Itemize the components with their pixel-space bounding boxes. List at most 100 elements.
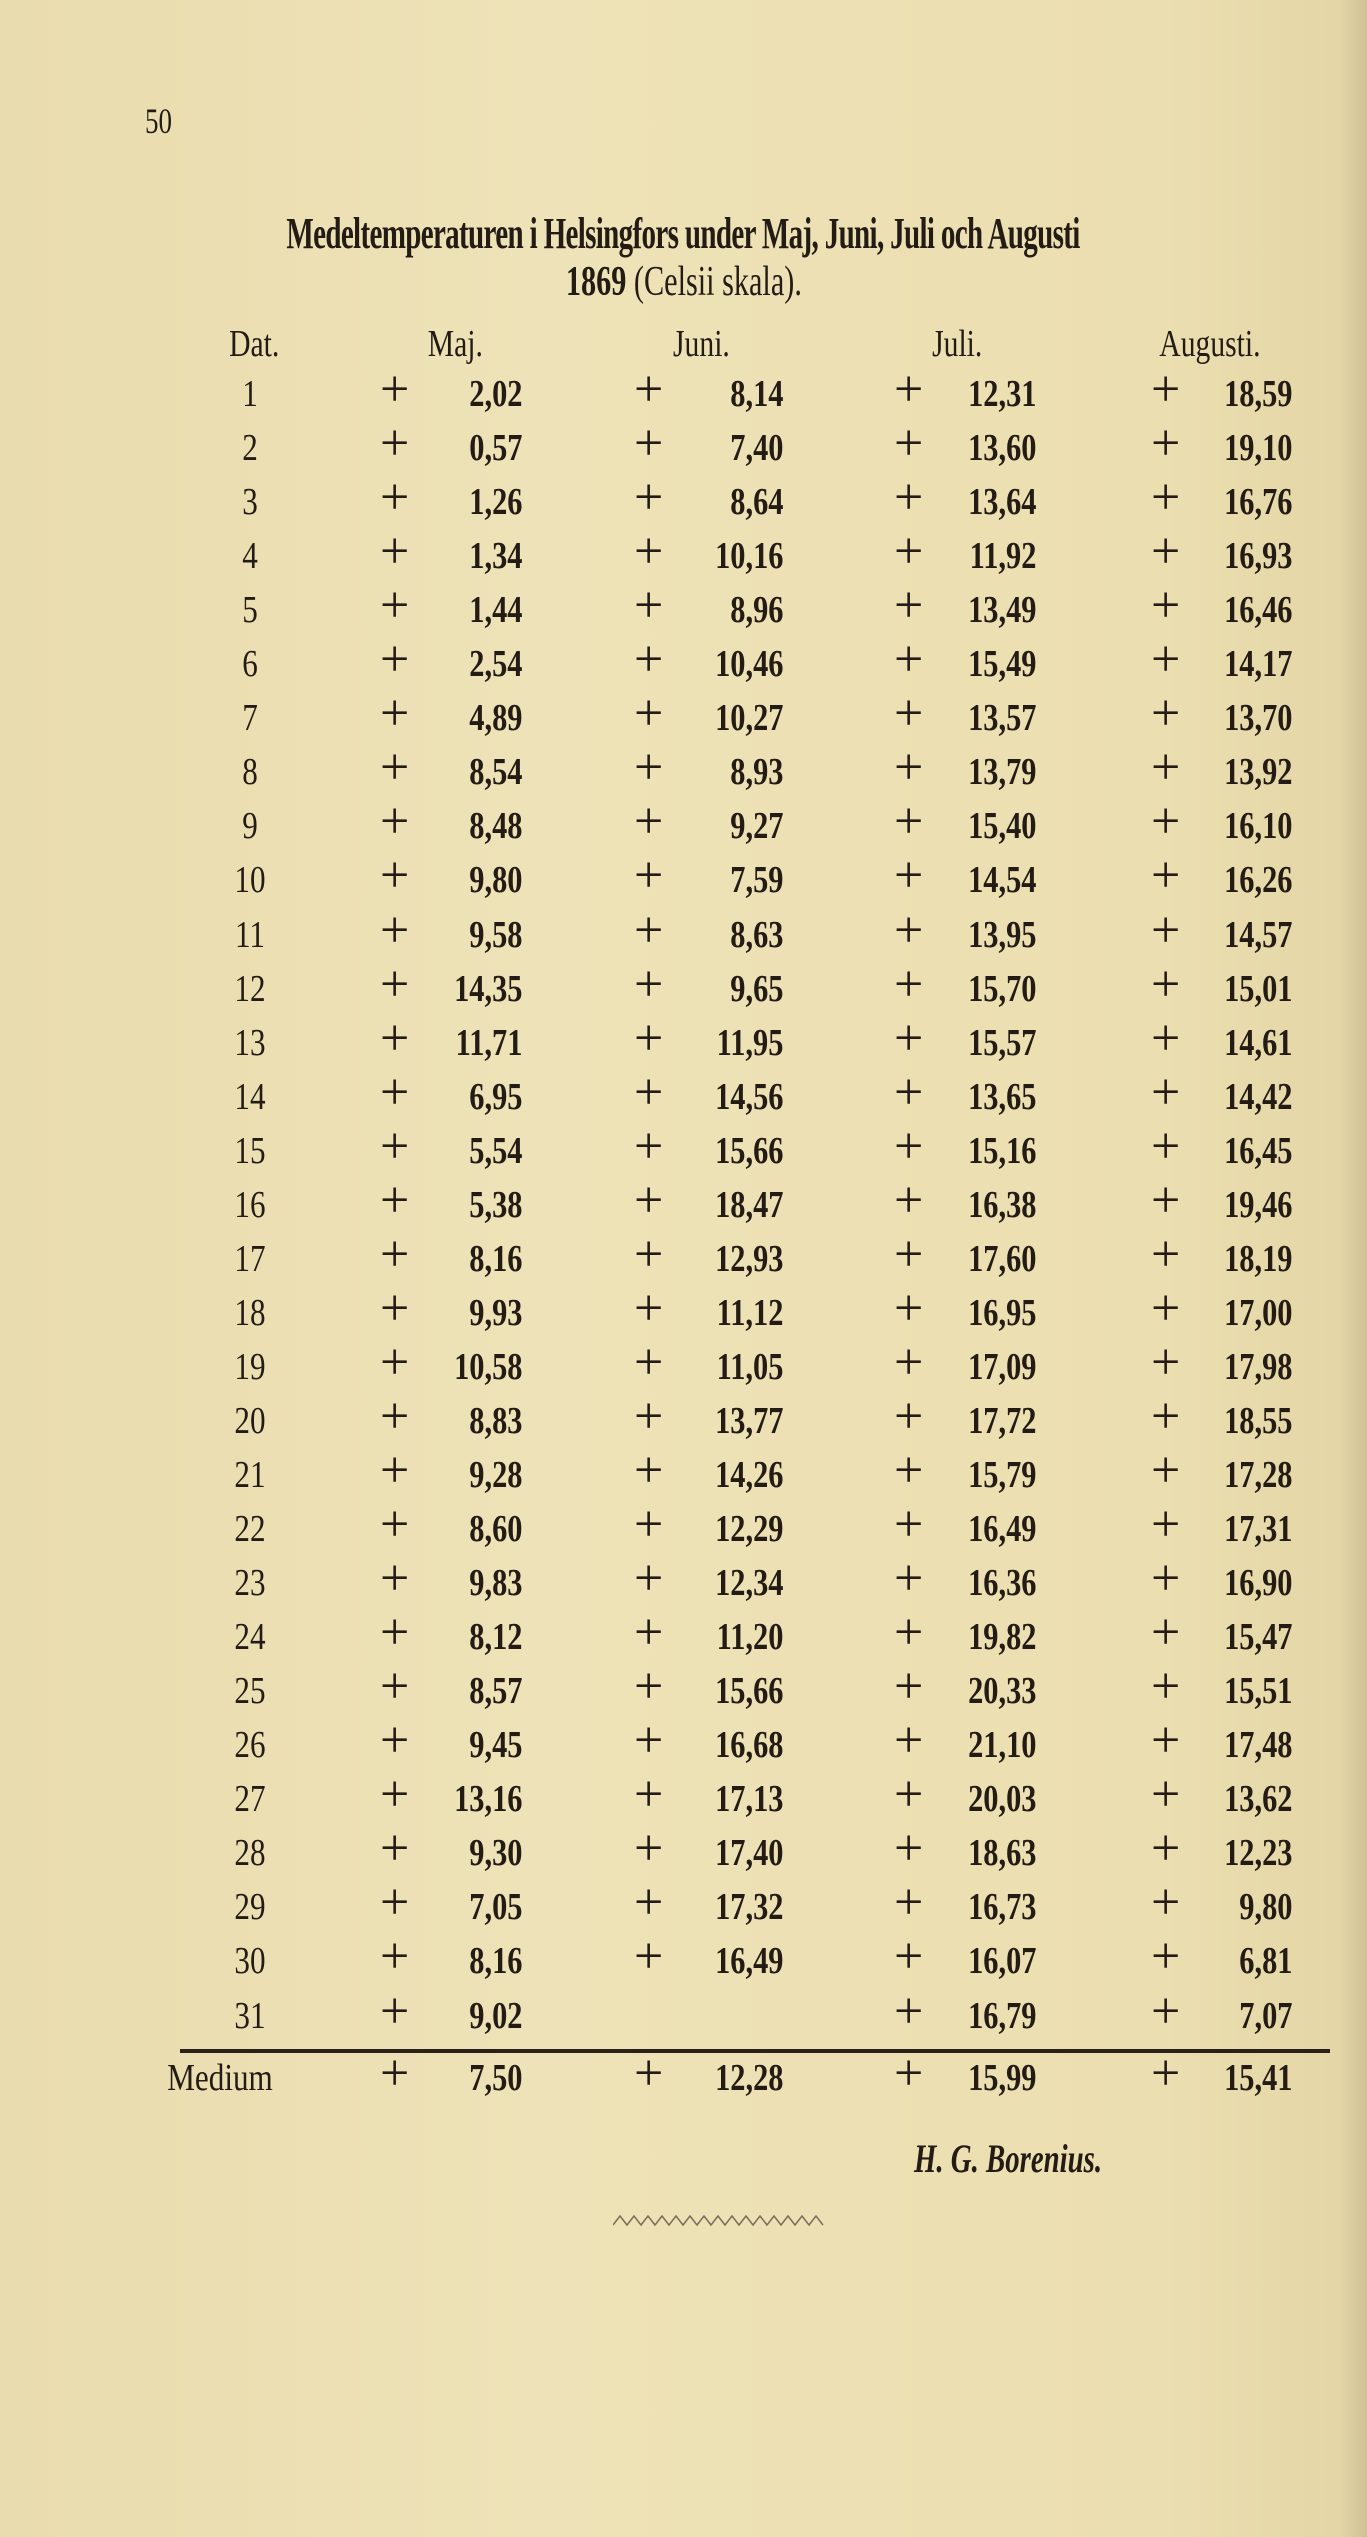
date-cell: 15 bbox=[234, 1129, 266, 1172]
maj-cell: 8,12 bbox=[372, 1615, 522, 1659]
maj-cell: 7,05 bbox=[372, 1885, 522, 1929]
plus-sign: + bbox=[894, 955, 924, 1013]
table-row: 24 +8,12 +11,20 +19,82 +15,47 bbox=[0, 1607, 1367, 1669]
juni-cell: 10,27 bbox=[633, 696, 783, 740]
juli-value: 13,79 bbox=[967, 751, 1036, 794]
maj-cell: 9,28 bbox=[372, 1453, 522, 1497]
juni-cell: 10,16 bbox=[633, 534, 783, 578]
juni-value: 8,63 bbox=[729, 913, 783, 956]
plus-sign: + bbox=[1151, 1820, 1181, 1878]
table-row: 27 +13,16 +17,13 +20,03 +13,62 bbox=[0, 1769, 1367, 1831]
plus-sign: + bbox=[894, 793, 924, 851]
date-cell: 10 bbox=[234, 859, 266, 902]
augusti-cell: 14,61 bbox=[1142, 1021, 1292, 1065]
juli-value: 13,57 bbox=[967, 697, 1036, 740]
plus-sign: + bbox=[894, 1496, 924, 1554]
juli-cell: 12,31 bbox=[886, 372, 1036, 416]
juli-cell: 16,36 bbox=[886, 1561, 1036, 1605]
date-cell: 5 bbox=[242, 589, 258, 632]
juni-cell: 10,46 bbox=[633, 642, 783, 686]
table-row: 3 +1,26 +8,64 +13,64 +16,76 bbox=[0, 469, 1367, 534]
juli-cell: 13,95 bbox=[886, 913, 1036, 957]
plus-sign: + bbox=[634, 793, 664, 851]
date-cell: 8 bbox=[242, 751, 258, 794]
juli-value: 15,40 bbox=[967, 805, 1036, 848]
juni-value: 7,40 bbox=[729, 427, 783, 470]
date-cell: 19 bbox=[234, 1345, 266, 1388]
plus-sign: + bbox=[1151, 1171, 1181, 1229]
juni-cell: 8,64 bbox=[633, 480, 783, 524]
plus-sign: + bbox=[894, 361, 924, 418]
juli-value: 13,95 bbox=[967, 913, 1036, 956]
maj-value: 14,35 bbox=[453, 967, 522, 1010]
plus-sign: + bbox=[1151, 1712, 1181, 1770]
plus-sign: + bbox=[1151, 1550, 1181, 1608]
table-row: 17 +8,16 +12,93 +17,60 +18,19 bbox=[0, 1225, 1367, 1291]
plus-sign: + bbox=[894, 901, 924, 959]
plus-sign: + bbox=[380, 739, 410, 797]
table-row: 29 +7,05 +17,32 +16,73 +9,80 bbox=[0, 1874, 1367, 1939]
table-row: 30 +8,16 +16,49 +16,07 +6,81 bbox=[0, 1928, 1367, 1993]
plus-sign: + bbox=[634, 901, 664, 959]
table-row: 14 +6,95 +14,56 +13,65 +14,42 bbox=[0, 1063, 1367, 1129]
augusti-value: 18,55 bbox=[1223, 1399, 1292, 1442]
plus-sign: + bbox=[1151, 1225, 1181, 1283]
juni-value: 8,96 bbox=[729, 589, 783, 632]
plus-sign: + bbox=[1151, 685, 1181, 743]
plus-sign: + bbox=[1151, 523, 1181, 581]
augusti-value: 16,76 bbox=[1223, 481, 1292, 524]
juni-value: 17,13 bbox=[714, 1778, 783, 1821]
juni-value: 12,28 bbox=[714, 2057, 783, 2099]
juli-cell: 15,40 bbox=[886, 804, 1036, 848]
maj-cell: 10,58 bbox=[372, 1345, 522, 1389]
plus-sign: + bbox=[380, 1333, 410, 1391]
juni-cell: 8,96 bbox=[633, 588, 783, 632]
plus-sign: + bbox=[894, 415, 924, 473]
plus-sign: + bbox=[894, 1712, 924, 1770]
juli-value: 13,64 bbox=[967, 481, 1036, 524]
maj-value: 9,30 bbox=[468, 1832, 522, 1875]
table-row: 25 +8,57 +15,66 +20,33 +15,51 bbox=[0, 1658, 1367, 1723]
plus-sign: + bbox=[380, 1820, 410, 1878]
plus-sign: + bbox=[634, 1225, 664, 1283]
plus-sign: + bbox=[634, 1712, 664, 1770]
date-cell: 14 bbox=[234, 1075, 266, 1118]
maj-cell: 9,30 bbox=[372, 1831, 522, 1875]
plus-sign: + bbox=[634, 955, 664, 1013]
plus-sign: + bbox=[1151, 1874, 1181, 1932]
plus-sign: + bbox=[634, 469, 664, 527]
plus-sign: + bbox=[1151, 1658, 1181, 1716]
juli-value: 16,95 bbox=[967, 1291, 1036, 1334]
plus-sign: + bbox=[634, 739, 664, 797]
plus-sign: + bbox=[380, 361, 410, 418]
maj-cell: 1,44 bbox=[372, 588, 522, 632]
maj-value: 13,16 bbox=[453, 1778, 522, 1821]
plus-sign: + bbox=[634, 1442, 664, 1499]
date-cell: 22 bbox=[234, 1508, 266, 1551]
table-row: 6 +2,54 +10,46 +15,49 +14,17 bbox=[0, 634, 1367, 696]
juni-value: 12,93 bbox=[714, 1237, 783, 1280]
maj-cell: 11,71 bbox=[372, 1021, 522, 1065]
juni-cell: 14,26 bbox=[633, 1453, 783, 1497]
maj-value: 9,93 bbox=[468, 1291, 522, 1334]
juli-value: 16,79 bbox=[967, 1994, 1036, 2037]
plus-sign: + bbox=[894, 1063, 924, 1121]
augusti-cell: 13,92 bbox=[1142, 750, 1292, 794]
juli-cell: 16,73 bbox=[886, 1885, 1036, 1929]
plus-sign: + bbox=[1151, 739, 1181, 797]
plus-sign: + bbox=[1151, 793, 1181, 851]
plus-sign: + bbox=[380, 1063, 410, 1121]
maj-value: 8,12 bbox=[468, 1616, 522, 1659]
juli-value: 20,03 bbox=[967, 1778, 1036, 1821]
juli-value: 16,49 bbox=[967, 1508, 1036, 1551]
plus-sign: + bbox=[380, 1928, 410, 1986]
maj-value: 7,50 bbox=[468, 2057, 522, 2099]
maj-value: 9,28 bbox=[468, 1454, 522, 1496]
juni-value: 10,46 bbox=[714, 643, 783, 686]
maj-value: 0,57 bbox=[468, 427, 522, 470]
augusti-cell: 16,93 bbox=[1142, 534, 1292, 578]
augusti-value: 18,19 bbox=[1223, 1237, 1292, 1280]
juni-value: 11,12 bbox=[716, 1291, 783, 1334]
augusti-value: 16,90 bbox=[1223, 1562, 1292, 1605]
maj-cell: 13,16 bbox=[372, 1777, 522, 1821]
